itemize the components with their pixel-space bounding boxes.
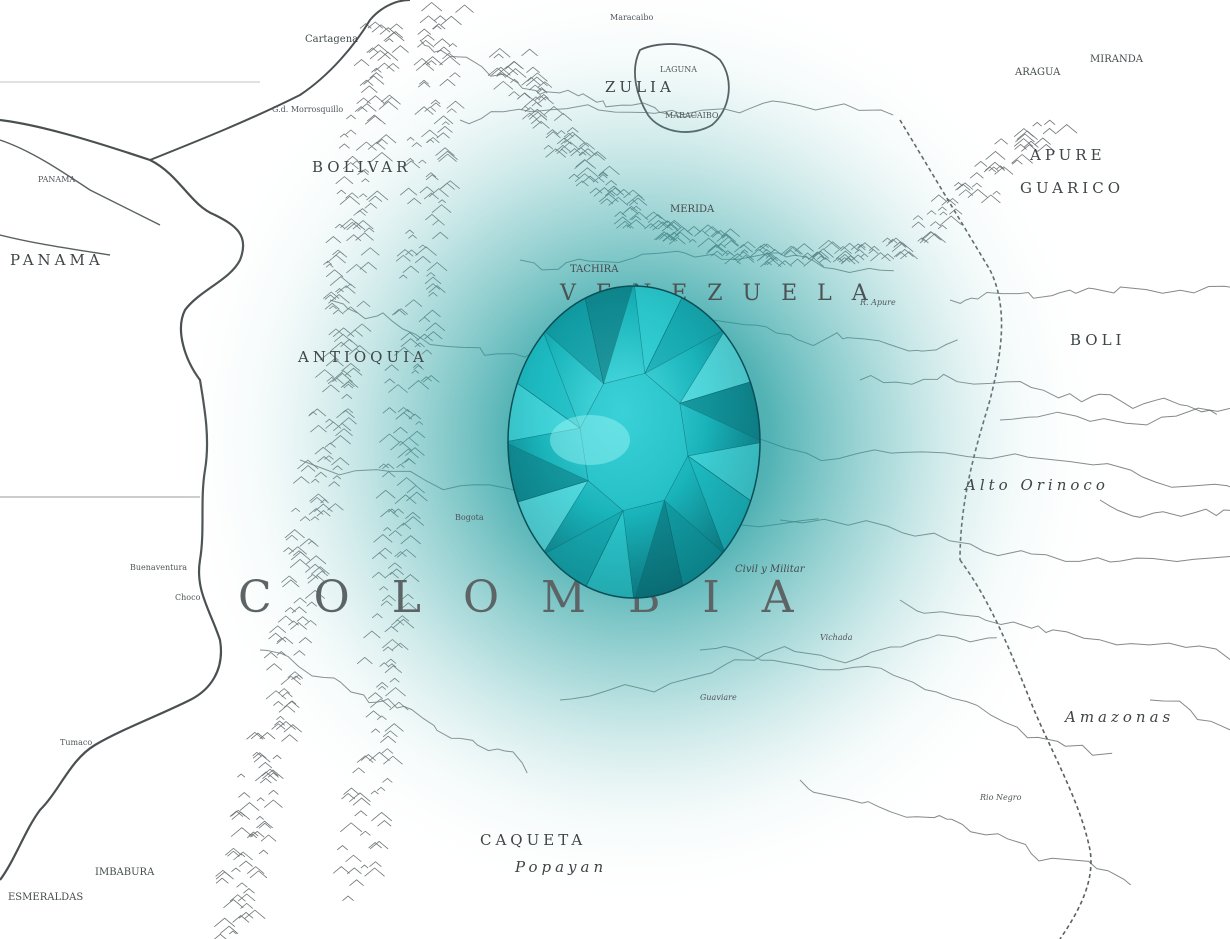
country-label: COLOMBIA	[238, 572, 836, 623]
place-tumaco: Tumaco	[60, 738, 92, 747]
region-antioquia: ANTIOQUIA	[297, 348, 428, 366]
region-caqueta: CAQUETA	[480, 831, 586, 849]
place-popayan: Popayan	[514, 858, 607, 876]
gem-highlight	[550, 415, 630, 465]
region-aragua: ARAGUA	[1014, 67, 1061, 78]
region-panama: PANAMA	[10, 251, 104, 269]
place-bogota: Bogota	[455, 513, 484, 522]
place-rio-negro: Rio Negro	[979, 793, 1022, 802]
place-laguna: LAGUNA	[660, 65, 697, 74]
region-alto-orinoco: Alto Orinoco	[963, 476, 1109, 494]
map-labels: COLOMBIA VENEZUELA BOLIVAR ANTIOQUIA CAQ…	[8, 13, 1174, 903]
place-maracaibo: MARACAIBO	[665, 111, 719, 120]
place-panama-city: PANAMA	[38, 175, 75, 184]
region-guarico: GUARICO	[1020, 179, 1124, 197]
region-amazonas: Amazonas	[1063, 708, 1174, 726]
place-g-morrosquillo: G.d. Morrosquillo	[272, 105, 343, 114]
region-tachira: TACHIRA	[570, 264, 619, 275]
region-miranda: MIRANDA	[1090, 54, 1144, 65]
region-esmeraldas: ESMERALDAS	[8, 892, 83, 903]
place-vichada: Vichada	[820, 633, 853, 642]
region-apure: APURE	[1029, 146, 1106, 164]
place-choco: Choco	[175, 593, 201, 602]
region-bolivar: BOLIVAR	[312, 158, 411, 176]
place-civil-militar: Civil y Militar	[735, 564, 806, 575]
place-maracaibo-top: Maracaibo	[610, 13, 653, 22]
place-apure-river: R. Apure	[859, 298, 896, 307]
region-zulia: ZULIA	[605, 78, 675, 96]
place-buenaventura: Buenaventura	[130, 563, 187, 572]
place-cartagena: Cartagena	[305, 34, 358, 45]
region-imbabura: IMBABURA	[95, 867, 155, 878]
place-guaviare: Guaviare	[700, 693, 737, 702]
region-boli: BOLI	[1070, 331, 1126, 349]
gem-table-facet	[579, 373, 689, 511]
region-merida: MERIDA	[670, 204, 715, 215]
